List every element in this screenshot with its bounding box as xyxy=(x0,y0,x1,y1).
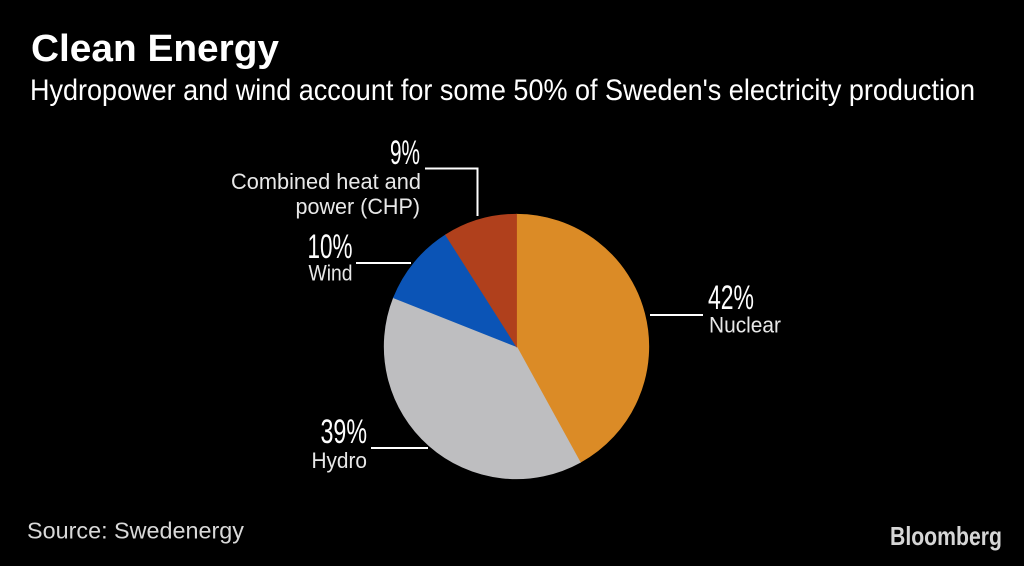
svg-text:Source: Swedenergy: Source: Swedenergy xyxy=(27,518,245,544)
svg-text:Bloomberg: Bloomberg xyxy=(890,521,1002,551)
svg-text:39%: 39% xyxy=(321,413,368,451)
svg-text:Clean Energy: Clean Energy xyxy=(31,28,279,70)
svg-text:10%: 10% xyxy=(308,228,353,266)
svg-text:42%: 42% xyxy=(708,279,754,317)
svg-text:Nuclear: Nuclear xyxy=(709,313,781,338)
svg-text:Combined heat and: Combined heat and xyxy=(231,169,421,194)
svg-text:Hydropower and wind account fo: Hydropower and wind account for some 50%… xyxy=(30,74,975,107)
svg-text:Wind: Wind xyxy=(309,261,353,286)
svg-text:Hydro: Hydro xyxy=(312,448,368,473)
svg-text:9%: 9% xyxy=(390,134,420,172)
svg-text:power (CHP): power (CHP) xyxy=(296,194,421,219)
